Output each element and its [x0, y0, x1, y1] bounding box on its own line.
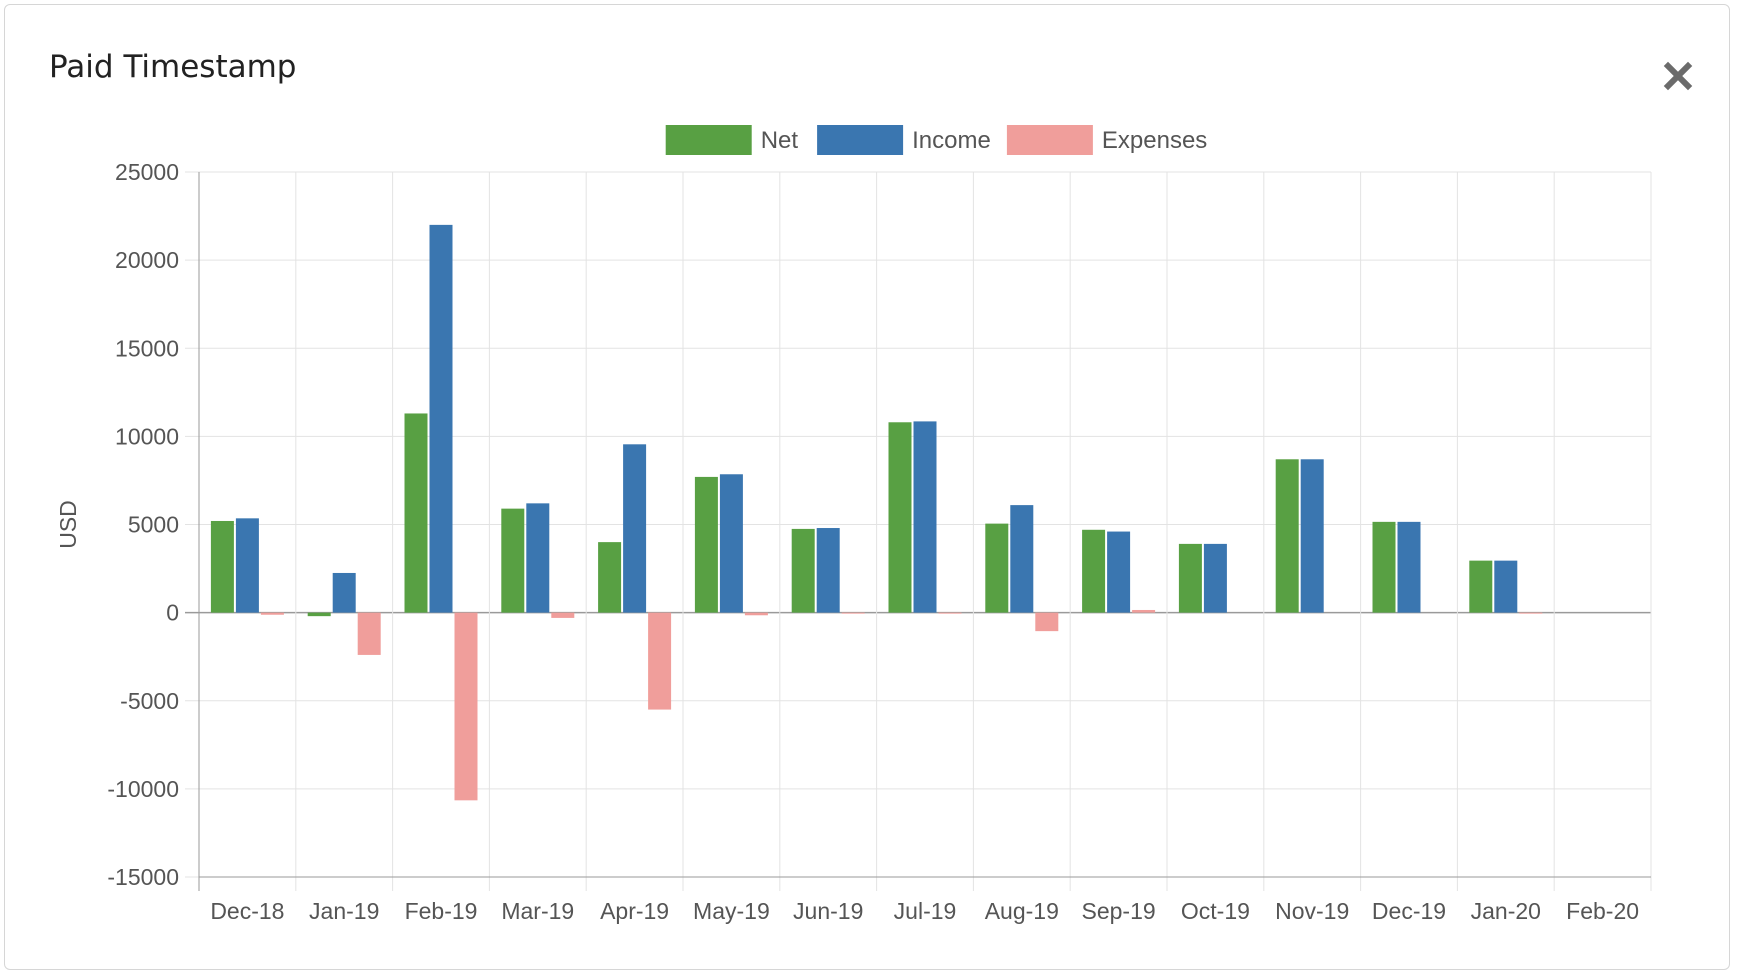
bar-net — [1082, 529, 1106, 613]
x-tick-label: Dec-18 — [210, 898, 284, 924]
bar-income — [235, 518, 259, 613]
x-tick-label: Nov-19 — [1275, 898, 1349, 924]
bar-net — [1469, 560, 1493, 613]
bar-expenses — [260, 612, 284, 615]
y-tick-label: -15000 — [107, 864, 179, 890]
y-axis-label: USD — [55, 500, 81, 549]
bar-income — [623, 444, 647, 613]
bar-net — [501, 508, 525, 613]
bar-income — [429, 224, 453, 613]
modal-title: Paid Timestamp — [49, 49, 297, 85]
y-tick-label: 0 — [166, 600, 179, 626]
bar-expenses — [938, 612, 962, 614]
y-tick-label: 10000 — [115, 423, 179, 449]
y-tick-label: 25000 — [115, 159, 179, 185]
x-tick-label: Oct-19 — [1181, 898, 1250, 924]
bar-net — [985, 523, 1009, 613]
bar-income — [913, 421, 937, 613]
legend-swatch-net[interactable] — [665, 125, 752, 155]
x-tick-label: Aug-19 — [985, 898, 1059, 924]
x-tick-label: Jun-19 — [793, 898, 863, 924]
chart-modal: Paid Timestamp — [4, 4, 1730, 970]
x-tick-label: Feb-20 — [1566, 898, 1639, 924]
bar-net — [1178, 543, 1202, 613]
y-tick-label: 5000 — [128, 512, 179, 538]
bar-net — [694, 476, 718, 613]
close-button[interactable] — [1659, 57, 1697, 95]
legend-swatch-income[interactable] — [817, 125, 904, 155]
x-tick-label: Jul-19 — [894, 898, 957, 924]
bar-expenses — [744, 612, 768, 616]
bar-income — [332, 572, 356, 613]
bar-net — [404, 413, 428, 613]
bar-expenses — [1035, 612, 1059, 632]
bar-income — [816, 528, 840, 613]
x-tick-label: Sep-19 — [1082, 898, 1156, 924]
legend-label-expenses[interactable]: Expenses — [1102, 127, 1207, 154]
x-tick-label: Dec-19 — [1372, 898, 1446, 924]
x-tick-label: Jan-20 — [1471, 898, 1541, 924]
bar-expenses — [648, 612, 672, 710]
legend-label-income[interactable]: Income — [912, 127, 991, 154]
bar-expenses — [454, 612, 478, 801]
bar-expenses — [357, 612, 381, 655]
bar-expenses — [551, 612, 575, 618]
x-tick-label: May-19 — [693, 898, 770, 924]
y-tick-label: -5000 — [120, 688, 179, 714]
y-tick-label: 15000 — [115, 335, 179, 361]
bar-income — [526, 503, 550, 613]
bar-income — [1494, 560, 1518, 613]
legend-swatch-expenses[interactable] — [1006, 125, 1093, 155]
y-tick-label: -10000 — [107, 776, 179, 802]
bar-net — [888, 422, 912, 613]
bar-income — [719, 474, 743, 613]
y-tick-label: 20000 — [115, 247, 179, 273]
bar-expenses — [1132, 609, 1156, 613]
x-tick-label: Mar-19 — [501, 898, 574, 924]
bar-income — [1107, 531, 1131, 613]
bar-income — [1397, 521, 1421, 613]
bar-income — [1300, 459, 1324, 613]
bar-net — [210, 520, 234, 613]
bar-net — [1275, 459, 1299, 613]
bar-expenses — [841, 612, 865, 614]
close-icon — [1663, 61, 1693, 91]
legend-label-net[interactable]: Net — [761, 127, 799, 154]
bar-net — [598, 542, 622, 613]
bar-income — [1203, 543, 1227, 613]
x-tick-label: Apr-19 — [600, 898, 669, 924]
x-tick-label: Feb-19 — [405, 898, 478, 924]
bar-net — [791, 528, 815, 613]
bar-net — [1372, 521, 1396, 613]
bar-net — [307, 612, 331, 617]
x-tick-label: Jan-19 — [309, 898, 379, 924]
bar-income — [1010, 505, 1034, 613]
bar-expenses — [1519, 612, 1543, 614]
